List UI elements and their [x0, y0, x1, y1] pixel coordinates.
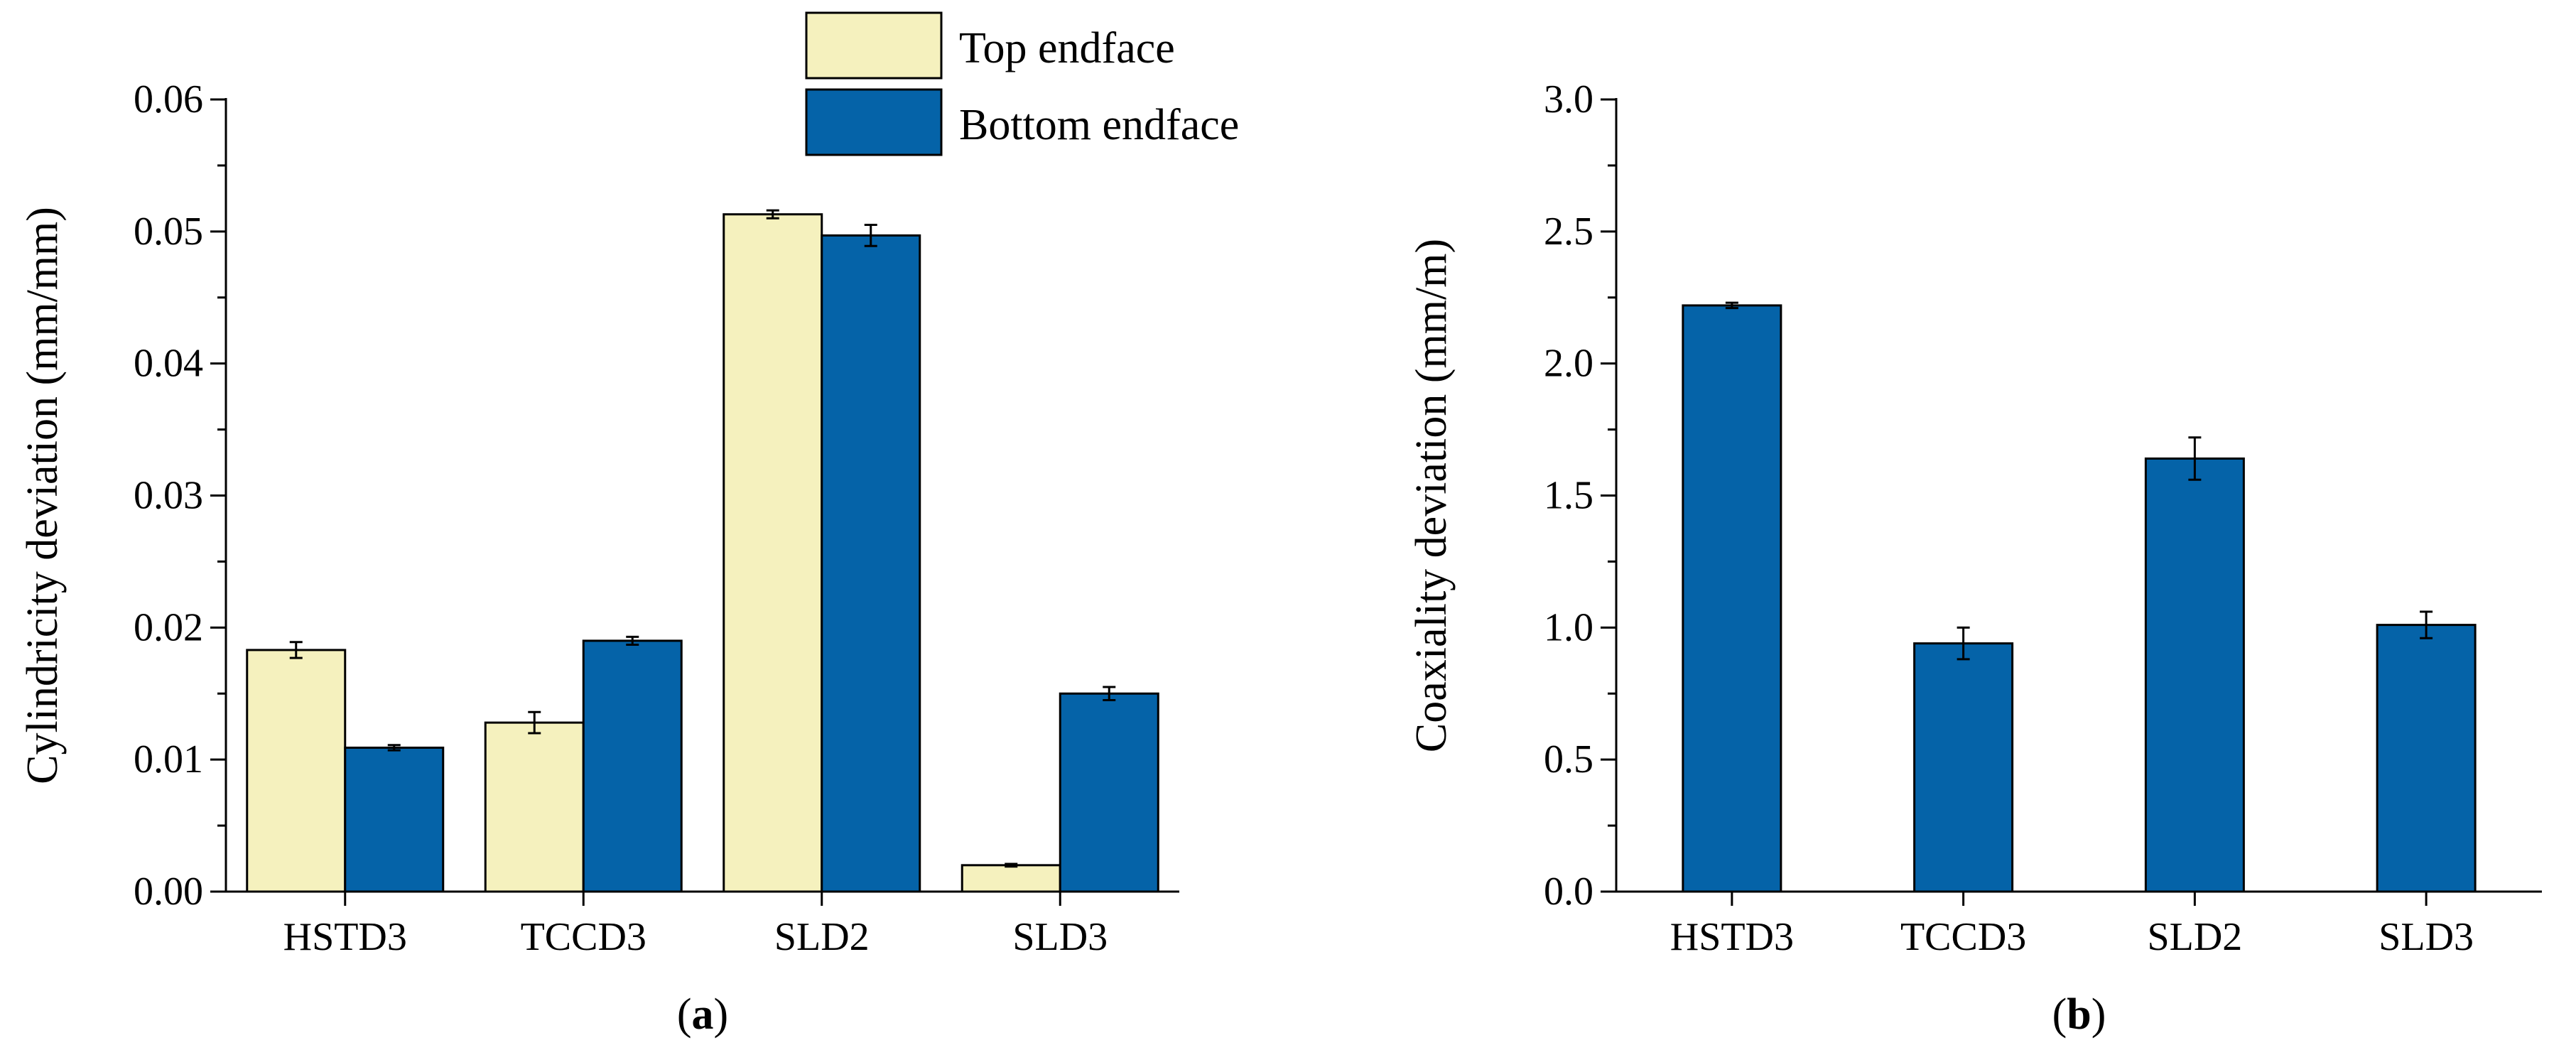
chart-a-legend: Top endface Bottom endface — [805, 11, 1239, 156]
chart-b-y-axis-title: Coaxiality deviation (mm/m) — [1407, 239, 1456, 752]
b-bar-tccd3-coaxiality-deviation — [1913, 642, 2014, 893]
a-x-tick-label: SLD2 — [774, 915, 870, 959]
panel-letter-b: b — [2067, 990, 2091, 1039]
b-x-tick-label: HSTD3 — [1670, 915, 1794, 959]
b-bar-sld2-coaxiality-deviation — [2144, 457, 2245, 893]
b-x-tick-label: SLD3 — [2379, 915, 2474, 959]
panel-label-a: (a) — [677, 990, 728, 1039]
a-bar-sld3-bottom-endface — [1059, 692, 1159, 893]
b-bar-hstd3-coaxiality-deviation — [1682, 304, 1782, 893]
legend-swatch-bottom-endface — [805, 88, 943, 156]
b-y-tick-label: 1.5 — [1544, 474, 1593, 518]
a-y-tick-label: 0.04 — [134, 342, 203, 386]
b-y-tick-label: 0.5 — [1544, 737, 1593, 781]
a-y-tick-label: 0.00 — [134, 870, 203, 914]
b-y-tick-label: 3.0 — [1544, 77, 1593, 121]
legend-swatch-top-endface — [805, 11, 943, 80]
a-y-tick-label: 0.02 — [134, 605, 203, 649]
b-y-tick-label: 1.0 — [1544, 605, 1593, 649]
a-bar-sld3-top-endface — [960, 864, 1061, 893]
a-bar-hstd3-bottom-endface — [344, 746, 445, 893]
legend-label-bottom-endface: Bottom endface — [959, 101, 1239, 149]
b-x-tick-label: TCCD3 — [1900, 915, 2026, 959]
panel-label-b: (b) — [2052, 990, 2106, 1039]
b-y-tick-label: 2.5 — [1544, 210, 1593, 254]
legend-label-top-endface: Top endface — [959, 24, 1175, 72]
a-bar-tccd3-bottom-endface — [582, 639, 683, 893]
a-y-tick-label: 0.01 — [134, 737, 203, 781]
a-x-tick-label: HSTD3 — [283, 915, 407, 959]
a-y-tick-label: 0.06 — [134, 77, 203, 121]
chart-b: 0.0 0.5 1.0 1.5 2.0 2.5 3.0 HSTD3 TCCD3 SLD2 SLD3… — [1407, 77, 2542, 1039]
panel-letter-a: a — [692, 990, 714, 1039]
a-bar-sld2-bottom-endface — [821, 234, 921, 893]
a-bar-hstd3-top-endface — [246, 649, 347, 893]
a-y-tick-label: 0.03 — [134, 474, 203, 518]
chart-a-y-axis-title: Cylindricity deviation (mm/mm) — [18, 207, 67, 784]
a-bar-tccd3-top-endface — [484, 721, 585, 893]
a-y-tick-label: 0.05 — [134, 210, 203, 254]
b-y-tick-label: 0.0 — [1544, 870, 1593, 914]
a-x-tick-label: TCCD3 — [521, 915, 646, 959]
b-bar-sld3-coaxiality-deviation — [2376, 624, 2477, 893]
a-bar-sld2-top-endface — [723, 213, 823, 893]
chart-a: 0.00 0.01 0.02 0.03 0.04 0.05 0.06 HSTD3 TCCD3 S… — [18, 11, 1239, 1039]
b-y-tick-label: 2.0 — [1544, 342, 1593, 386]
b-x-tick-label: SLD2 — [2147, 915, 2242, 959]
a-x-tick-label: SLD3 — [1012, 915, 1108, 959]
